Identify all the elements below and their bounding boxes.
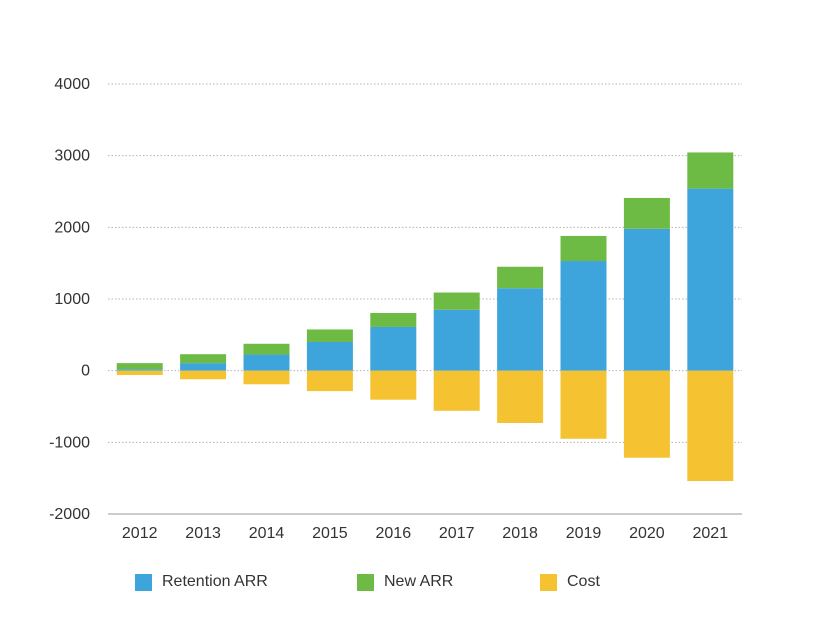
bar-cost-2014 (243, 370, 290, 385)
legend-label: New ARR (384, 573, 454, 590)
bar-cost-2021 (687, 370, 734, 482)
bar-new-arr-2015 (306, 329, 353, 342)
bar-retention-arr-2012 (116, 369, 163, 371)
bar-retention-arr-2015 (306, 342, 353, 371)
bar-new-arr-2012 (116, 363, 163, 370)
bar-new-arr-2014 (243, 343, 290, 355)
legend-item-cost: Cost (540, 573, 600, 591)
bar-new-arr-2013 (180, 354, 227, 364)
x-tick-label: 2014 (249, 525, 285, 542)
x-tick-label: 2015 (312, 525, 348, 542)
legend-item-retention-arr: Retention ARR (135, 573, 268, 591)
bar-retention-arr-2016 (370, 326, 417, 371)
x-tick-label: 2018 (502, 525, 538, 542)
bar-new-arr-2016 (370, 312, 417, 327)
legend-swatch (357, 573, 374, 591)
bars (116, 152, 734, 482)
bar-new-arr-2018 (497, 266, 544, 289)
y-tick-label: 0 (81, 363, 90, 380)
y-tick-label: 4000 (54, 76, 90, 93)
bar-cost-2013 (180, 370, 227, 380)
legend-label: Retention ARR (162, 573, 268, 590)
bar-cost-2018 (497, 370, 544, 423)
axes: 4000 3000 2000 1000 0 -1000 -2000 2012 2013 2014 2… (49, 76, 742, 542)
y-tick-label: -2000 (49, 506, 90, 523)
bar-new-arr-2019 (560, 235, 607, 262)
bar-new-arr-2017 (433, 292, 480, 310)
bar-retention-arr-2018 (497, 288, 544, 371)
bar-retention-arr-2021 (687, 188, 734, 371)
bar-retention-arr-2019 (560, 261, 607, 371)
bar-cost-2019 (560, 370, 607, 439)
bar-retention-arr-2013 (180, 363, 227, 371)
bar-new-arr-2020 (623, 197, 670, 229)
chart-legend: Retention ARR New ARR Cost (0, 573, 813, 597)
x-tick-label: 2016 (376, 525, 412, 542)
y-tick-label: -1000 (49, 434, 90, 451)
bar-cost-2020 (623, 370, 670, 458)
legend-swatch (540, 573, 557, 591)
x-tick-label: 2012 (122, 525, 158, 542)
x-tick-label: 2020 (629, 525, 665, 542)
bar-retention-arr-2017 (433, 309, 480, 371)
bar-retention-arr-2014 (243, 354, 290, 371)
bar-retention-arr-2020 (623, 228, 670, 371)
x-tick-label: 2021 (693, 525, 729, 542)
bar-cost-2012 (116, 370, 163, 375)
bar-cost-2017 (433, 370, 480, 411)
legend-label: Cost (567, 573, 600, 590)
y-tick-label: 3000 (54, 148, 90, 165)
bar-cost-2015 (306, 370, 353, 392)
legend-swatch (135, 573, 152, 591)
x-tick-label: 2013 (185, 525, 221, 542)
x-tick-label: 2019 (566, 525, 602, 542)
x-tick-label: 2017 (439, 525, 475, 542)
stacked-bar-chart: 4000 3000 2000 1000 0 -1000 -2000 2012 2013 2014 2… (49, 76, 742, 542)
y-tick-label: 2000 (54, 219, 90, 236)
bar-new-arr-2021 (687, 152, 734, 189)
legend-item-new-arr: New ARR (357, 573, 453, 591)
bar-cost-2016 (370, 370, 417, 400)
y-tick-label: 1000 (54, 291, 90, 308)
